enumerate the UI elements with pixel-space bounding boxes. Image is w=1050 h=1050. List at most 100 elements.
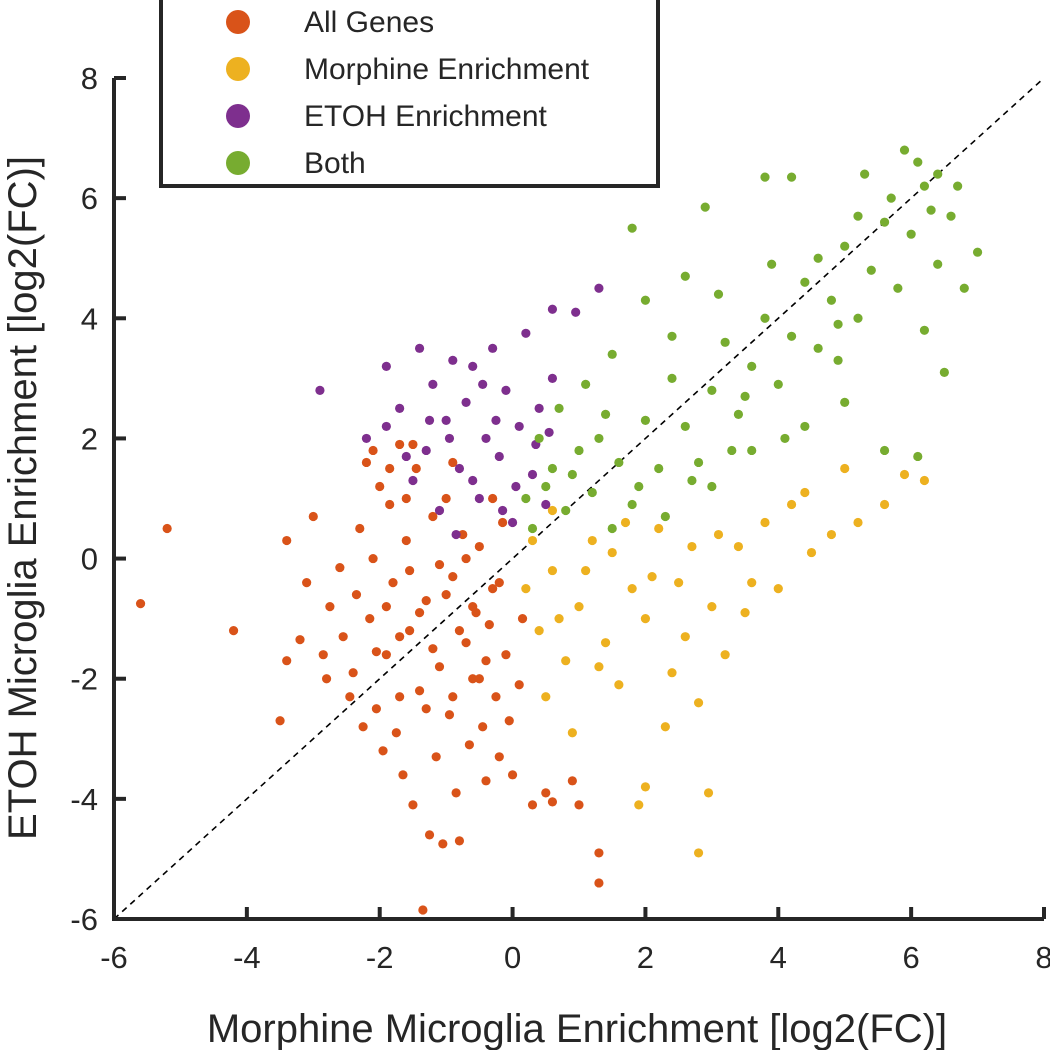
data-point xyxy=(381,421,391,432)
data-point xyxy=(501,650,511,660)
data-point xyxy=(647,571,657,582)
data-point xyxy=(534,403,544,413)
data-point xyxy=(713,289,724,299)
data-point xyxy=(448,355,458,365)
data-point xyxy=(926,205,936,215)
data-point xyxy=(919,325,930,335)
data-point xyxy=(767,259,777,269)
data-point xyxy=(826,295,837,305)
data-point xyxy=(786,499,797,510)
data-point xyxy=(527,469,538,480)
data-point xyxy=(371,704,381,714)
data-point xyxy=(351,590,362,600)
data-point xyxy=(375,481,385,492)
data-point xyxy=(468,674,478,684)
data-point xyxy=(933,259,943,269)
data-point xyxy=(773,379,783,389)
data-point xyxy=(840,397,850,407)
data-point xyxy=(919,181,930,191)
data-point xyxy=(438,839,448,849)
data-point xyxy=(361,457,372,468)
data-point xyxy=(461,553,471,564)
data-point xyxy=(833,355,843,365)
data-point xyxy=(355,523,365,534)
data-point xyxy=(358,722,368,732)
data-point xyxy=(826,529,837,540)
data-point xyxy=(514,680,524,690)
data-point xyxy=(567,776,577,786)
data-point xyxy=(840,241,850,251)
data-point xyxy=(434,505,445,516)
data-point xyxy=(488,493,498,504)
data-point xyxy=(740,391,750,401)
x-tick-label: 8 xyxy=(1035,940,1050,975)
legend-label: All Genes xyxy=(304,6,434,39)
data-point xyxy=(315,385,325,395)
data-point xyxy=(733,541,744,552)
data-point xyxy=(660,511,670,522)
data-point xyxy=(345,692,355,702)
data-point xyxy=(418,905,428,915)
data-point xyxy=(325,602,335,612)
data-point xyxy=(474,493,484,504)
data-point xyxy=(913,451,923,462)
y-tick-label: -6 xyxy=(70,902,98,937)
series-both xyxy=(521,145,983,534)
data-point xyxy=(541,499,551,510)
data-point xyxy=(441,415,451,426)
data-point xyxy=(431,752,441,762)
data-point xyxy=(468,475,478,486)
data-point xyxy=(594,433,604,444)
data-point xyxy=(408,475,418,486)
data-point xyxy=(614,680,624,690)
legend-label: Both xyxy=(304,147,366,180)
data-point xyxy=(640,415,651,426)
data-point xyxy=(408,439,418,450)
x-tick-label: -4 xyxy=(233,940,261,975)
data-point xyxy=(574,602,584,612)
data-point xyxy=(547,463,558,474)
data-point xyxy=(428,511,438,522)
data-point xyxy=(498,517,508,528)
data-point xyxy=(594,662,604,672)
data-point xyxy=(365,614,375,624)
data-point xyxy=(401,493,411,504)
data-point xyxy=(401,535,411,546)
data-point xyxy=(571,307,581,317)
y-tick-label: 8 xyxy=(81,61,98,96)
data-point xyxy=(498,505,508,516)
data-point xyxy=(614,457,624,468)
data-point xyxy=(720,650,730,660)
data-point xyxy=(434,662,445,672)
data-point xyxy=(760,172,770,182)
data-point xyxy=(491,692,501,702)
data-point xyxy=(547,304,558,314)
diagonal-reference-line xyxy=(113,77,1045,920)
legend-label: Morphine Enrichment xyxy=(304,53,590,86)
data-point xyxy=(707,385,717,395)
y-axis-ticks: -6 -4 -2 0 2 4 6 8 xyxy=(70,61,126,937)
data-point xyxy=(879,217,890,227)
data-point xyxy=(687,541,697,552)
data-point xyxy=(554,403,564,413)
data-point xyxy=(381,650,391,660)
data-point xyxy=(381,602,391,612)
y-tick-label: 6 xyxy=(81,181,98,216)
data-point xyxy=(444,433,455,444)
data-point xyxy=(361,433,372,444)
legend: All Genes Morphine Enrichment ETOH Enrichm… xyxy=(159,0,660,188)
data-point xyxy=(448,457,458,468)
data-point xyxy=(521,493,531,504)
data-point xyxy=(853,313,863,323)
data-point xyxy=(507,517,518,528)
data-point xyxy=(411,463,421,474)
data-point xyxy=(494,578,504,588)
data-point xyxy=(860,169,870,179)
data-point xyxy=(780,433,790,444)
data-point xyxy=(451,788,461,798)
data-point xyxy=(448,692,458,702)
legend-marker xyxy=(226,10,250,34)
data-point xyxy=(640,782,651,792)
data-point xyxy=(600,638,611,648)
x-tick-label: 2 xyxy=(637,940,654,975)
